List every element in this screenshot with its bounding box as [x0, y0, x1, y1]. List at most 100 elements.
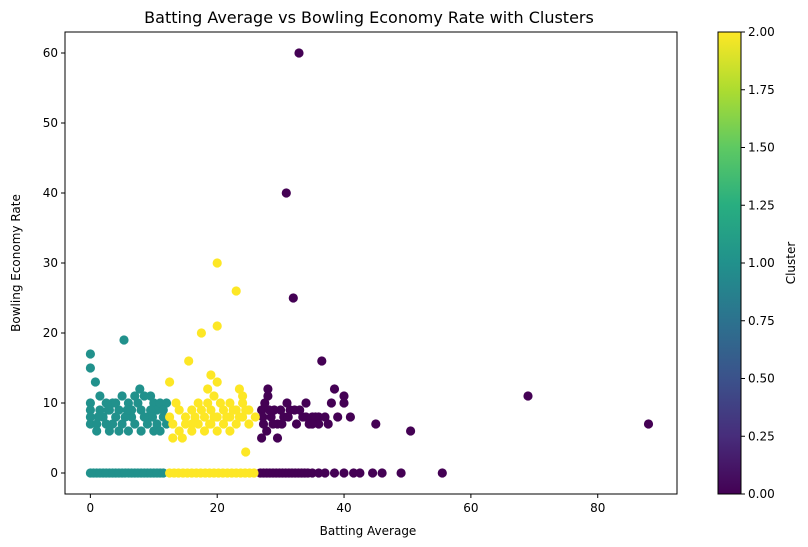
data-point-cluster-2 — [174, 426, 184, 436]
data-point-cluster-1 — [135, 384, 145, 394]
colorbar — [717, 31, 742, 495]
data-point-cluster-1 — [117, 419, 127, 429]
chart-title: Batting Average vs Bowling Economy Rate … — [144, 8, 594, 27]
data-point-cluster-2 — [222, 412, 232, 422]
data-point-cluster-2 — [218, 405, 229, 415]
x-tick-label: 80 — [590, 501, 605, 515]
data-point-cluster-2 — [174, 405, 184, 415]
data-point-cluster-2 — [212, 321, 222, 331]
data-point-cluster-0 — [329, 384, 340, 394]
data-point-cluster-2 — [209, 391, 219, 401]
data-point-cluster-1 — [114, 405, 124, 415]
y-tick-label: 30 — [43, 256, 58, 270]
data-point-cluster-2 — [196, 405, 206, 415]
data-point-cluster-0 — [396, 468, 406, 478]
data-point-cluster-0 — [345, 412, 355, 422]
data-point-cluster-1 — [120, 412, 130, 422]
data-point-cluster-0 — [263, 391, 273, 401]
data-point-cluster-0 — [437, 468, 447, 478]
data-point-cluster-2 — [171, 398, 181, 408]
x-tick-label: 20 — [210, 501, 225, 515]
data-point-cluster-1 — [133, 468, 143, 478]
data-point-cluster-2 — [241, 405, 251, 415]
data-point-cluster-0 — [314, 468, 324, 478]
data-point-cluster-2 — [228, 405, 238, 415]
data-point-cluster-2 — [206, 405, 216, 415]
data-point-cluster-1 — [152, 419, 162, 429]
data-point-cluster-1 — [90, 377, 100, 387]
data-point-cluster-2 — [199, 426, 210, 436]
data-point-cluster-2 — [249, 468, 259, 478]
data-point-cluster-1 — [142, 419, 152, 429]
y-axis: 0 10 20 30 40 50 60 — [43, 46, 65, 480]
data-point-cluster-1 — [158, 412, 168, 422]
data-point-cluster-2 — [231, 286, 241, 296]
data-point-cluster-2 — [203, 398, 213, 408]
data-point-cluster-1 — [85, 405, 95, 415]
data-point-cluster-1 — [85, 412, 95, 422]
colorbar-label: Cluster — [784, 242, 798, 285]
data-point-cluster-1 — [149, 426, 159, 436]
data-point-cluster-2 — [206, 370, 216, 380]
data-point-cluster-2 — [187, 405, 197, 415]
data-point-cluster-2 — [165, 377, 175, 387]
data-point-cluster-2 — [193, 398, 203, 408]
data-point-cluster-0 — [263, 384, 273, 394]
data-point-cluster-1 — [130, 391, 140, 401]
data-point-cluster-1 — [147, 412, 158, 422]
data-point-cluster-1 — [139, 412, 149, 422]
colorbar-tick-label: 0.25 — [748, 429, 775, 443]
data-point-cluster-0 — [377, 468, 387, 478]
data-point-cluster-2 — [231, 419, 241, 429]
data-point-cluster-1 — [127, 468, 137, 478]
data-point-cluster-2 — [234, 412, 244, 422]
colorbar-tick-label: 0.75 — [748, 314, 775, 328]
data-point-cluster-0 — [283, 412, 293, 422]
data-point-cluster-1 — [114, 426, 124, 436]
data-point-cluster-1 — [122, 405, 132, 415]
data-point-cluster-1 — [92, 419, 102, 429]
y-tick-label: 20 — [43, 326, 58, 340]
y-tick-label: 40 — [43, 186, 58, 200]
data-point-cluster-1 — [119, 335, 129, 345]
data-point-cluster-1 — [111, 412, 121, 422]
data-point-cluster-1 — [152, 405, 162, 415]
data-point-cluster-1 — [158, 468, 168, 478]
data-point-cluster-1 — [101, 468, 111, 478]
data-point-cluster-1 — [93, 412, 103, 422]
colorbar-ticks: 0.00 0.25 0.50 0.75 1.00 1.25 1.50 1.75 2.00 — [741, 25, 775, 501]
data-point-cluster-0 — [323, 419, 333, 429]
data-point-cluster-0 — [320, 412, 330, 422]
data-point-cluster-1 — [92, 426, 102, 436]
data-point-cluster-0 — [326, 398, 336, 408]
x-tick-label: 40 — [336, 501, 351, 515]
colorbar-tick-label: 2.00 — [748, 25, 775, 39]
data-point-cluster-1 — [146, 391, 156, 401]
data-point-cluster-0 — [523, 391, 533, 401]
data-point-cluster-2 — [165, 412, 175, 422]
data-point-cluster-1 — [85, 363, 95, 373]
data-point-cluster-2 — [215, 398, 225, 408]
data-point-cluster-0 — [314, 419, 324, 429]
data-point-cluster-2 — [241, 447, 251, 457]
data-point-cluster-1 — [139, 391, 149, 401]
data-point-cluster-1 — [101, 398, 111, 408]
data-point-cluster-2 — [234, 384, 244, 394]
data-point-cluster-1 — [101, 419, 111, 429]
data-point-cluster-1 — [158, 405, 168, 415]
x-axis-label: Batting Average — [320, 524, 417, 538]
data-point-cluster-1 — [152, 468, 162, 478]
data-point-cluster-0 — [266, 412, 276, 422]
data-point-cluster-2 — [168, 433, 178, 443]
data-point-cluster-0 — [301, 398, 311, 408]
data-point-cluster-0 — [257, 433, 267, 443]
data-point-cluster-1 — [114, 468, 124, 478]
data-point-cluster-2 — [190, 412, 200, 422]
data-point-cluster-1 — [123, 426, 133, 436]
data-point-cluster-2 — [212, 377, 222, 387]
data-point-cluster-1 — [95, 468, 105, 478]
data-point-cluster-0 — [368, 468, 378, 478]
data-point-cluster-0 — [339, 391, 349, 401]
data-point-cluster-0 — [643, 419, 654, 429]
